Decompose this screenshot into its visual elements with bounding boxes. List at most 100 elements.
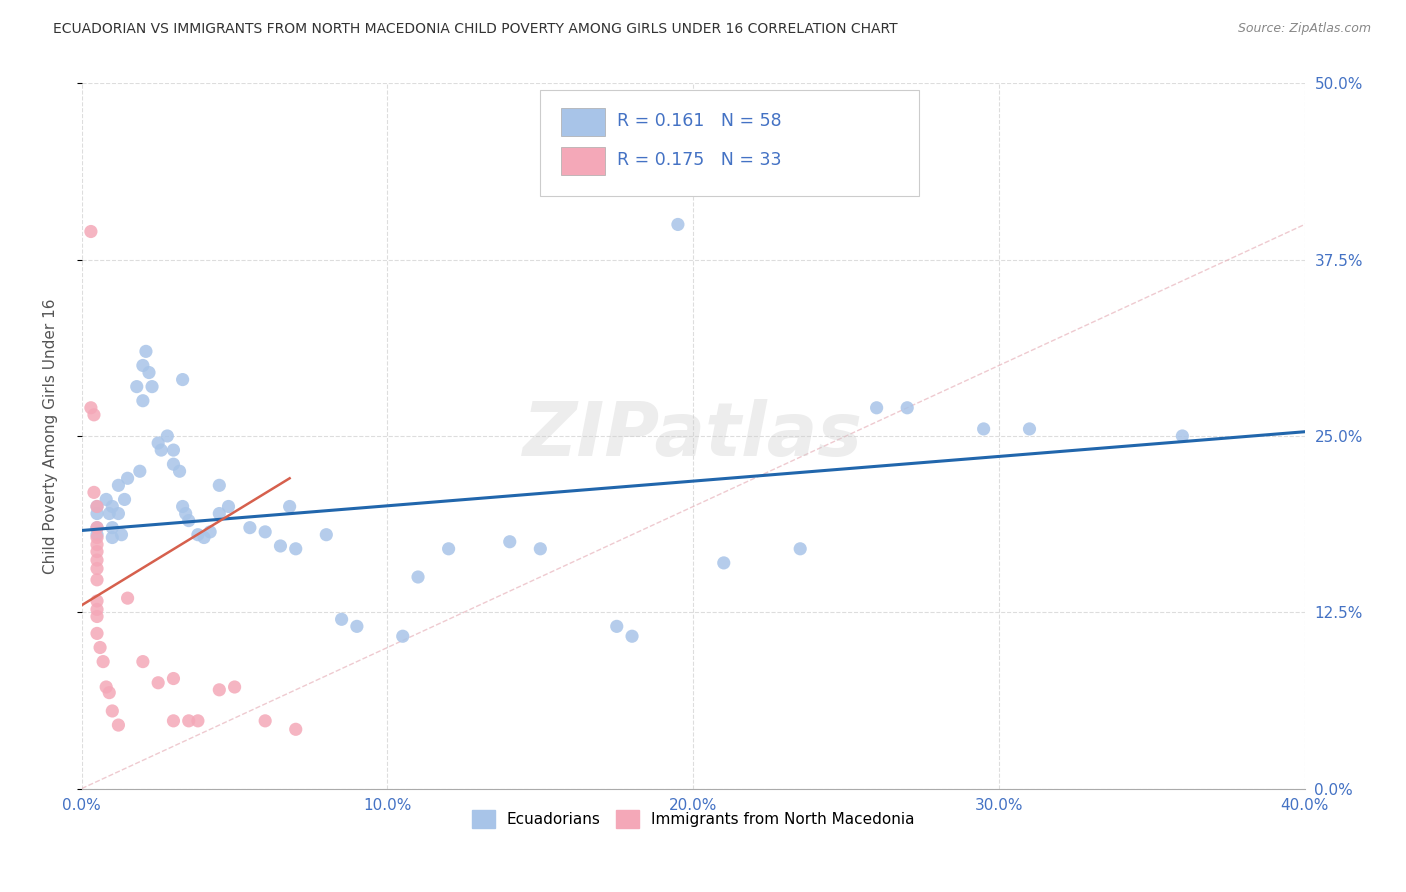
Point (96, 680, 118, 694)
Point (187, 527, 209, 541)
Point (606, 619, 628, 633)
Point (172, 500, 194, 514)
Point (239, 521, 262, 535)
Point (315, 527, 337, 541)
Point (146, 436, 169, 450)
Point (101, 521, 124, 535)
Point (177, 514, 200, 528)
Point (101, 500, 124, 514)
Point (865, 401, 887, 415)
Point (86, 544, 108, 558)
Point (86, 602, 108, 616)
Point (269, 539, 291, 553)
Point (162, 714, 184, 728)
Point (107, 478, 129, 492)
Point (529, 541, 551, 556)
Point (162, 672, 184, 686)
Point (86, 609, 108, 624)
Point (162, 443, 184, 458)
Point (117, 591, 139, 606)
Text: ZIPatlas: ZIPatlas (523, 400, 863, 473)
Point (107, 718, 129, 732)
FancyBboxPatch shape (561, 108, 605, 136)
Point (114, 492, 136, 507)
Point (101, 704, 124, 718)
Point (177, 714, 200, 728)
Point (86, 500, 108, 514)
Point (406, 570, 429, 584)
Point (80, 225, 103, 239)
Point (86, 573, 108, 587)
Point (83, 408, 105, 422)
Point (224, 680, 246, 694)
Point (89, 640, 111, 655)
Point (86, 531, 108, 545)
Point (98, 685, 121, 699)
Point (284, 541, 307, 556)
Point (86, 553, 108, 567)
Point (789, 541, 811, 556)
Point (96, 492, 118, 507)
Text: Source: ZipAtlas.com: Source: ZipAtlas.com (1237, 22, 1371, 36)
FancyBboxPatch shape (561, 147, 605, 175)
Point (135, 344, 157, 359)
Point (218, 500, 240, 514)
Point (110, 527, 132, 541)
Text: R = 0.175   N = 33: R = 0.175 N = 33 (617, 151, 782, 169)
Point (117, 471, 139, 485)
Y-axis label: Child Poverty Among Girls Under 16: Child Poverty Among Girls Under 16 (44, 298, 58, 574)
Point (91, 655, 114, 669)
Point (162, 457, 184, 471)
Point (254, 524, 277, 539)
Point (107, 507, 129, 521)
Point (146, 675, 169, 690)
Text: ECUADORIAN VS IMMIGRANTS FROM NORTH MACEDONIA CHILD POVERTY AMONG GIRLS UNDER 16: ECUADORIAN VS IMMIGRANTS FROM NORTH MACE… (53, 22, 898, 37)
Point (86, 521, 108, 535)
Point (187, 714, 209, 728)
Point (132, 393, 155, 408)
Point (86, 594, 108, 608)
Point (174, 507, 197, 521)
Point (98, 507, 121, 521)
Point (1171, 429, 1194, 443)
Point (208, 507, 231, 521)
Point (278, 500, 301, 514)
Point (193, 531, 215, 545)
Text: R = 0.161   N = 58: R = 0.161 N = 58 (617, 112, 782, 130)
Point (86, 521, 108, 535)
Point (713, 556, 735, 570)
Point (86, 538, 108, 552)
Point (346, 619, 368, 633)
Point (86, 626, 108, 640)
Point (896, 401, 918, 415)
Point (391, 629, 413, 643)
Point (499, 534, 522, 549)
Point (621, 629, 644, 643)
Point (132, 359, 155, 373)
Point (330, 612, 353, 626)
Point (254, 714, 277, 728)
Point (208, 682, 231, 697)
Point (437, 541, 460, 556)
Point (132, 655, 155, 669)
Point (125, 379, 148, 393)
Point (636, 140, 658, 154)
Point (101, 531, 124, 545)
Point (141, 379, 163, 393)
Point (666, 218, 689, 232)
Point (1018, 422, 1040, 436)
Point (208, 478, 231, 492)
Point (80, 401, 103, 415)
Point (172, 373, 194, 387)
Point (284, 723, 307, 737)
Point (86, 561, 108, 575)
Legend: Ecuadorians, Immigrants from North Macedonia: Ecuadorians, Immigrants from North Maced… (465, 804, 921, 834)
Point (973, 422, 995, 436)
Point (169, 464, 191, 478)
Point (156, 429, 179, 443)
Point (86, 507, 108, 521)
Point (150, 443, 173, 458)
FancyBboxPatch shape (540, 90, 920, 196)
Point (128, 464, 150, 478)
Point (83, 485, 105, 500)
